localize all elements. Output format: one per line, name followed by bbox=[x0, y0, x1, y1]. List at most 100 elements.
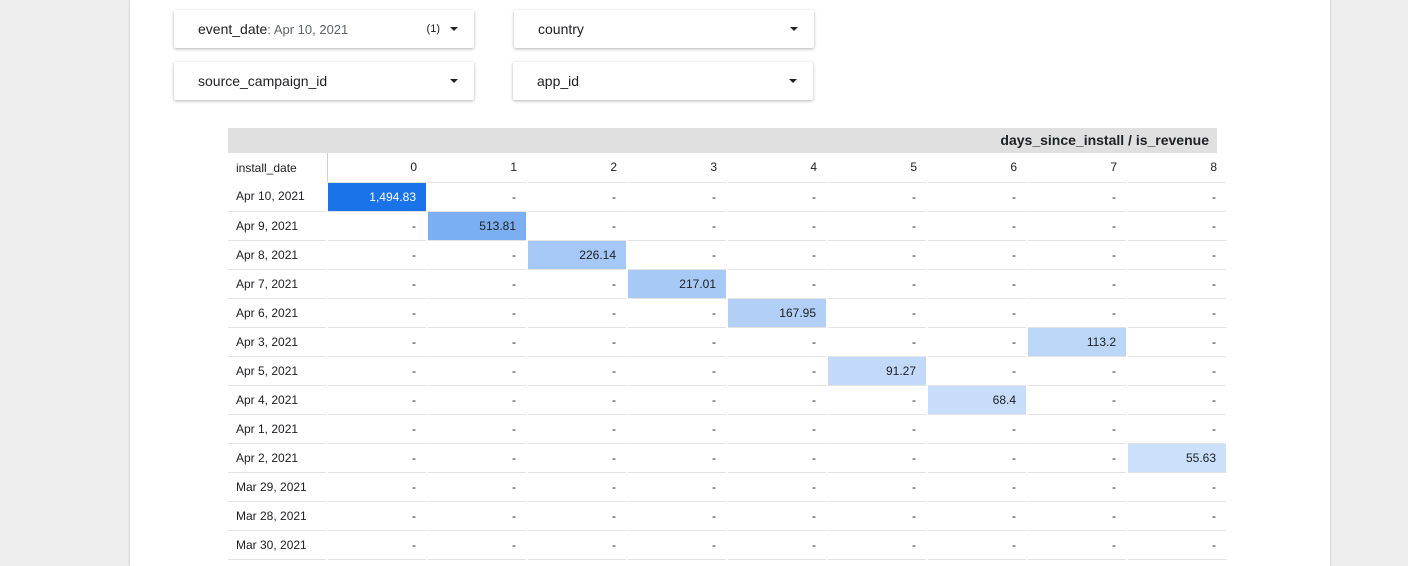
row-dimension-header[interactable]: install_date bbox=[228, 153, 328, 182]
column-header[interactable]: 5 bbox=[827, 153, 927, 183]
pivot-cell: - bbox=[526, 182, 628, 212]
pivot-cell: - bbox=[726, 269, 828, 299]
pivot-cell: - bbox=[726, 530, 828, 560]
table-row: Mar 30, 2021- - - - - - - - - bbox=[228, 530, 1228, 560]
pivot-cell: - bbox=[526, 269, 628, 299]
pivot-cell: - bbox=[1026, 211, 1128, 241]
pivot-cell: - bbox=[826, 385, 928, 415]
pivot-cell: - bbox=[1026, 356, 1128, 386]
row-header-install-date: Apr 5, 2021 bbox=[228, 356, 328, 386]
pivot-cell: - bbox=[1126, 298, 1228, 328]
pivot-cell: - bbox=[526, 501, 628, 531]
column-header[interactable]: 7 bbox=[1027, 153, 1127, 183]
pivot-cell: - bbox=[626, 182, 728, 212]
column-header[interactable]: 3 bbox=[627, 153, 727, 183]
pivot-body: Apr 10, 2021 1,494.83- - - - - - - - Apr 9, 2021-… bbox=[228, 182, 1228, 560]
pivot-cell: - bbox=[1026, 443, 1128, 473]
pivot-cell: - bbox=[326, 211, 428, 241]
table-row: Apr 8, 2021- -226.14- - - - - - bbox=[228, 240, 1228, 270]
pivot-cell: - bbox=[726, 182, 828, 212]
pivot-cell: 91.27 bbox=[826, 356, 928, 386]
column-header[interactable]: 6 bbox=[927, 153, 1027, 183]
pivot-cell: - bbox=[426, 385, 528, 415]
pivot-cell: - bbox=[1126, 472, 1228, 502]
column-header[interactable]: 8 bbox=[1127, 153, 1227, 183]
pivot-cell: - bbox=[626, 414, 728, 444]
pivot-cell: - bbox=[326, 385, 428, 415]
pivot-cell: 226.14 bbox=[526, 240, 628, 270]
pivot-cell: - bbox=[826, 443, 928, 473]
pivot-cell: - bbox=[526, 443, 628, 473]
pivot-cell: - bbox=[1026, 530, 1128, 560]
filter-country[interactable]: country bbox=[514, 10, 814, 48]
row-header-install-date: Apr 8, 2021 bbox=[228, 240, 328, 270]
pivot-cell: - bbox=[1126, 501, 1228, 531]
pivot-cell: - bbox=[826, 414, 928, 444]
pivot-cell: - bbox=[326, 443, 428, 473]
pivot-cell: - bbox=[426, 327, 528, 357]
table-row: Apr 1, 2021- - - - - - - - - bbox=[228, 414, 1228, 444]
filter-event-date[interactable]: event_date: Apr 10, 2021 (1) bbox=[174, 10, 474, 48]
filter-source-campaign-id[interactable]: source_campaign_id bbox=[174, 62, 474, 100]
pivot-cell: - bbox=[326, 240, 428, 270]
pivot-cell: - bbox=[1126, 269, 1228, 299]
pivot-cell: 167.95 bbox=[726, 298, 828, 328]
pivot-cell: - bbox=[326, 472, 428, 502]
pivot-cell: - bbox=[426, 443, 528, 473]
pivot-cell: - bbox=[926, 530, 1028, 560]
table-row: Apr 2, 2021- - - - - - - -55.63 bbox=[228, 443, 1228, 473]
table-row: Apr 5, 2021- - - - -91.27- - - bbox=[228, 356, 1228, 386]
pivot-cell: - bbox=[326, 327, 428, 357]
pivot-cell: - bbox=[626, 356, 728, 386]
row-header-install-date: Mar 29, 2021 bbox=[228, 472, 328, 502]
pivot-cell: - bbox=[926, 414, 1028, 444]
pivot-cell: - bbox=[826, 501, 928, 531]
pivot-cell: - bbox=[426, 472, 528, 502]
row-header-install-date: Apr 7, 2021 bbox=[228, 269, 328, 299]
column-header[interactable]: 0 bbox=[327, 153, 427, 183]
column-header[interactable]: 2 bbox=[527, 153, 627, 183]
table-row: Apr 9, 2021-513.81- - - - - - - bbox=[228, 211, 1228, 241]
pivot-cell: - bbox=[826, 269, 928, 299]
filter-app-id[interactable]: app_id bbox=[513, 62, 813, 100]
table-row: Apr 6, 2021- - - -167.95- - - - bbox=[228, 298, 1228, 328]
pivot-cell: - bbox=[1126, 530, 1228, 560]
row-header-install-date: Mar 30, 2021 bbox=[228, 530, 328, 560]
pivot-cell: - bbox=[1026, 472, 1128, 502]
table-row: Apr 4, 2021- - - - - -68.4- - bbox=[228, 385, 1228, 415]
pivot-cell: - bbox=[726, 472, 828, 502]
pivot-cell: - bbox=[326, 356, 428, 386]
pivot-cell: - bbox=[326, 530, 428, 560]
filter-label: country bbox=[538, 21, 584, 37]
pivot-cell: - bbox=[426, 530, 528, 560]
pivot-cell: 513.81 bbox=[426, 211, 528, 241]
pivot-cell: - bbox=[426, 298, 528, 328]
report-page: event_date: Apr 10, 2021 (1) country sou… bbox=[130, 0, 1330, 566]
pivot-cell: - bbox=[326, 269, 428, 299]
pivot-cell: - bbox=[626, 385, 728, 415]
pivot-cell: - bbox=[426, 182, 528, 212]
pivot-cell: - bbox=[326, 298, 428, 328]
pivot-cell: - bbox=[626, 443, 728, 473]
pivot-cell: - bbox=[926, 501, 1028, 531]
pivot-cell: - bbox=[726, 414, 828, 444]
pivot-cell: - bbox=[726, 385, 828, 415]
pivot-cell: - bbox=[726, 356, 828, 386]
pivot-cell: - bbox=[926, 240, 1028, 270]
pivot-cell: - bbox=[826, 211, 928, 241]
column-header[interactable]: 1 bbox=[427, 153, 527, 183]
pivot-cell: 113.2 bbox=[1026, 327, 1128, 357]
pivot-cell: - bbox=[526, 385, 628, 415]
pivot-cell: - bbox=[926, 269, 1028, 299]
pivot-cell: - bbox=[1026, 385, 1128, 415]
dropdown-caret-icon bbox=[450, 79, 458, 83]
pivot-cell: - bbox=[526, 472, 628, 502]
pivot-cell: - bbox=[626, 298, 728, 328]
column-header[interactable]: 4 bbox=[727, 153, 827, 183]
row-header-install-date: Apr 2, 2021 bbox=[228, 443, 328, 473]
pivot-cell: - bbox=[1126, 414, 1228, 444]
filter-label: event_date: Apr 10, 2021 bbox=[198, 21, 349, 37]
pivot-cell: - bbox=[926, 443, 1028, 473]
table-row: Apr 3, 2021- - - - - - -113.2- bbox=[228, 327, 1228, 357]
